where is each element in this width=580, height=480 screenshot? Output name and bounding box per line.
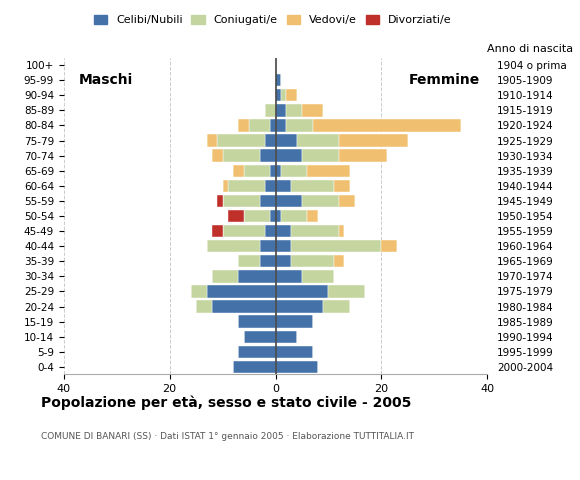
Bar	[276, 149, 302, 162]
Bar	[276, 315, 313, 328]
Bar	[276, 300, 323, 312]
Bar	[291, 225, 339, 237]
Text: COMUNE DI BANARI (SS) · Dati ISTAT 1° gennaio 2005 · Elaborazione TUTTITALIA.IT: COMUNE DI BANARI (SS) · Dati ISTAT 1° ge…	[41, 432, 414, 441]
Bar	[196, 300, 212, 312]
Bar	[291, 240, 382, 252]
Bar	[276, 285, 328, 298]
Bar	[233, 360, 276, 373]
Bar	[206, 134, 218, 147]
Bar	[286, 104, 302, 117]
Bar	[276, 360, 318, 373]
Bar	[270, 210, 276, 222]
Bar	[297, 134, 339, 147]
Bar	[286, 89, 296, 101]
Bar	[223, 149, 260, 162]
Bar	[218, 195, 223, 207]
Bar	[313, 120, 461, 132]
Bar	[339, 149, 387, 162]
Text: Anno di nascita: Anno di nascita	[487, 45, 573, 54]
Bar	[276, 331, 297, 343]
Bar	[281, 210, 307, 222]
Bar	[276, 180, 291, 192]
Bar	[265, 134, 276, 147]
Bar	[191, 285, 206, 298]
Bar	[238, 346, 276, 358]
Bar	[276, 120, 286, 132]
Bar	[260, 255, 276, 267]
Bar	[265, 104, 276, 117]
Bar	[212, 300, 276, 312]
Bar	[302, 104, 323, 117]
Bar	[260, 195, 276, 207]
Bar	[270, 165, 276, 177]
Bar	[223, 180, 228, 192]
Bar	[233, 165, 244, 177]
Bar	[238, 315, 276, 328]
Bar	[228, 210, 244, 222]
Bar	[244, 210, 270, 222]
Bar	[382, 240, 397, 252]
Bar	[260, 149, 276, 162]
Bar	[276, 89, 281, 101]
Bar	[302, 195, 339, 207]
Legend: Celibi/Nubili, Coniugati/e, Vedovi/e, Divorziati/e: Celibi/Nubili, Coniugati/e, Vedovi/e, Di…	[89, 11, 456, 30]
Bar	[286, 120, 313, 132]
Bar	[206, 285, 276, 298]
Bar	[276, 346, 313, 358]
Bar	[307, 165, 350, 177]
Bar	[339, 225, 345, 237]
Bar	[228, 180, 265, 192]
Bar	[238, 120, 249, 132]
Bar	[328, 285, 365, 298]
Bar	[223, 195, 260, 207]
Text: Femmine: Femmine	[409, 73, 480, 87]
Bar	[281, 165, 307, 177]
Bar	[291, 180, 334, 192]
Text: Popolazione per età, sesso e stato civile - 2005: Popolazione per età, sesso e stato civil…	[41, 396, 411, 410]
Bar	[265, 225, 276, 237]
Bar	[244, 331, 276, 343]
Bar	[276, 225, 291, 237]
Bar	[276, 195, 302, 207]
Bar	[223, 225, 265, 237]
Bar	[249, 120, 270, 132]
Bar	[212, 149, 223, 162]
Bar	[281, 89, 286, 101]
Bar	[276, 134, 297, 147]
Bar	[307, 210, 318, 222]
Bar	[276, 255, 291, 267]
Bar	[212, 225, 223, 237]
Bar	[291, 255, 334, 267]
Bar	[339, 195, 355, 207]
Bar	[276, 240, 291, 252]
Bar	[238, 270, 276, 283]
Bar	[244, 165, 270, 177]
Bar	[276, 74, 281, 86]
Bar	[339, 134, 408, 147]
Bar	[276, 270, 302, 283]
Bar	[334, 180, 350, 192]
Text: Maschi: Maschi	[79, 73, 133, 87]
Bar	[334, 255, 345, 267]
Bar	[323, 300, 350, 312]
Bar	[218, 134, 265, 147]
Bar	[276, 104, 286, 117]
Bar	[265, 180, 276, 192]
Bar	[206, 240, 260, 252]
Bar	[276, 210, 281, 222]
Bar	[260, 240, 276, 252]
Bar	[238, 255, 260, 267]
Bar	[302, 270, 334, 283]
Bar	[212, 270, 238, 283]
Bar	[276, 165, 281, 177]
Bar	[270, 120, 276, 132]
Bar	[302, 149, 339, 162]
